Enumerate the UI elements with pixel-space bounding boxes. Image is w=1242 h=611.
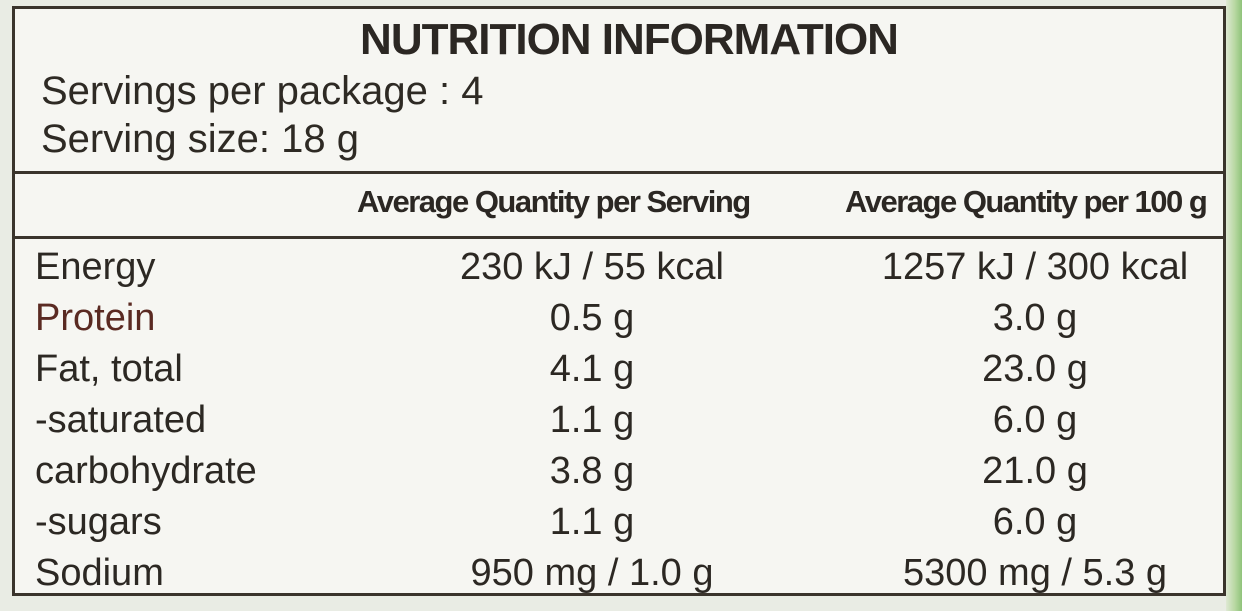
column-header-per-100g: Average Quantity per 100 g	[845, 184, 1208, 219]
table-row: Fat, total 4.1 g 23.0 g	[15, 344, 1223, 395]
nutrient-name: -sugars	[35, 501, 162, 543]
table-row: carbohydrate 3.8 g 21.0 g	[15, 446, 1223, 497]
nutrient-name: -saturated	[35, 399, 207, 441]
per-serving-value: 1.1 g	[549, 399, 635, 441]
servings-per-package: Servings per package : 4	[41, 69, 484, 113]
nutrient-name: Fat, total	[35, 348, 183, 390]
nutrition-label: NUTRITION INFORMATION Servings per packa…	[12, 6, 1226, 596]
per-100g-value: 5300 mg / 5.3 g	[902, 552, 1168, 594]
nutrient-name: Energy	[35, 246, 156, 288]
label-title: NUTRITION INFORMATION	[360, 15, 899, 64]
column-header-row: Average Quantity per Serving Average Qua…	[15, 174, 1223, 239]
per-serving-value: 4.1 g	[549, 348, 635, 390]
per-serving-value: 950 mg / 1.0 g	[470, 552, 714, 594]
per-100g-value: 21.0 g	[982, 450, 1088, 492]
nutrient-name: Protein	[35, 297, 156, 339]
nutrient-table: Energy 230 kJ / 55 kcal 1257 kJ / 300 kc…	[15, 242, 1223, 599]
label-header: NUTRITION INFORMATION Servings per packa…	[15, 9, 1223, 174]
per-serving-value: 1.1 g	[549, 501, 635, 543]
per-100g-value: 6.0 g	[992, 501, 1078, 543]
per-100g-value: 3.0 g	[992, 297, 1078, 339]
table-row: Protein 0.5 g 3.0 g	[15, 293, 1223, 344]
nutrient-name: Sodium	[35, 552, 164, 594]
serving-size: Serving size: 18 g	[41, 117, 359, 161]
per-100g-value: 23.0 g	[982, 348, 1088, 390]
nutrient-name: carbohydrate	[35, 450, 257, 492]
table-row: -saturated 1.1 g 6.0 g	[15, 395, 1223, 446]
per-100g-value: 1257 kJ / 300 kcal	[881, 246, 1189, 288]
per-serving-value: 3.8 g	[549, 450, 635, 492]
package-green-edge	[1226, 0, 1242, 611]
table-row: -sugars 1.1 g 6.0 g	[15, 497, 1223, 548]
table-row: Sodium 950 mg / 1.0 g 5300 mg / 5.3 g	[15, 548, 1223, 599]
per-serving-value: 230 kJ / 55 kcal	[459, 246, 725, 288]
table-row: Energy 230 kJ / 55 kcal 1257 kJ / 300 kc…	[15, 242, 1223, 293]
per-100g-value: 6.0 g	[992, 399, 1078, 441]
per-serving-value: 0.5 g	[549, 297, 635, 339]
column-header-per-serving: Average Quantity per Serving	[357, 184, 751, 219]
